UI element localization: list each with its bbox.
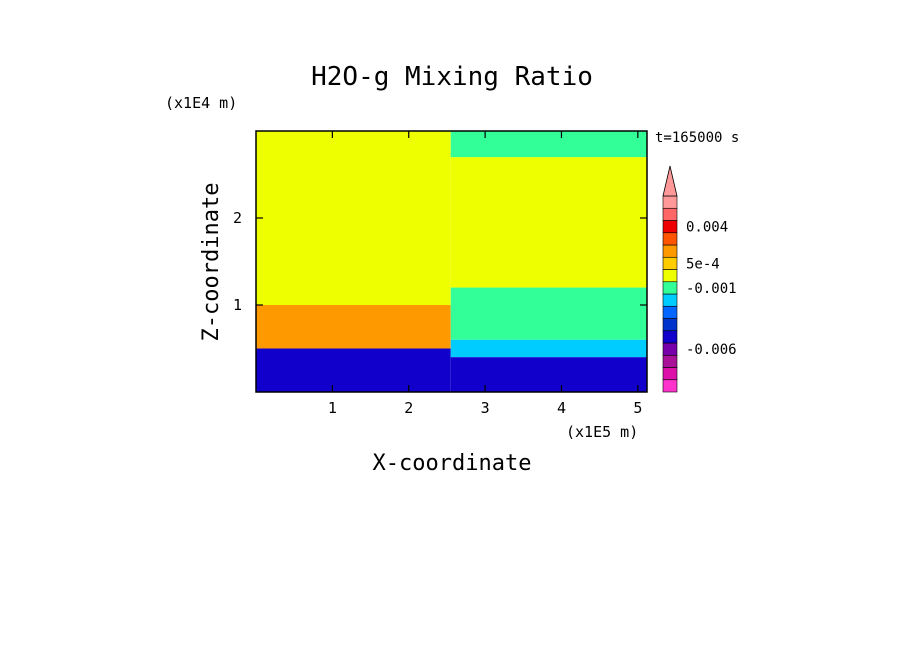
y-axis-label: Z-coordinate xyxy=(199,183,224,342)
colorbar-level xyxy=(662,342,678,356)
contour-region-left-orange-band xyxy=(256,305,451,349)
contour-region-right-green-mid xyxy=(450,287,647,340)
time-label: t=165000 s xyxy=(655,130,739,146)
x-tick-label: 3 xyxy=(481,399,490,417)
colorbar: 0.004 5e-4 -0.001 -0.006 xyxy=(662,165,737,393)
plot-frame xyxy=(255,130,648,393)
y-scale-note: (x1E4 m) xyxy=(165,94,237,112)
y-tick-label: 1 xyxy=(233,296,242,314)
colorbar-level xyxy=(662,305,678,319)
x-tick-label: 5 xyxy=(633,399,642,417)
contour-region-right-green-top xyxy=(450,131,647,158)
colorbar-level xyxy=(662,330,678,344)
contour-field xyxy=(256,131,647,392)
colorbar-level xyxy=(662,232,678,246)
colorbar-level xyxy=(662,379,678,393)
contour-region-right-cyan-layer xyxy=(450,339,647,358)
colorbar-level xyxy=(662,195,678,209)
colorbar-level xyxy=(662,367,678,381)
y-axis: 12 xyxy=(233,209,647,314)
colorbar-level xyxy=(662,244,678,258)
colorbar-label: -0.001 xyxy=(686,281,737,297)
colorbar-label: 5e-4 xyxy=(686,256,720,272)
contour-region-upper-left-uniform xyxy=(256,131,451,305)
y-tick-label: 2 xyxy=(233,209,242,227)
x-axis-label: X-coordinate xyxy=(373,451,532,476)
contour-region-right-blue-layer xyxy=(450,357,647,392)
x-axis: 1 2 3 4 5 xyxy=(328,131,642,417)
x-tick-label: 4 xyxy=(557,399,566,417)
x-tick-label: 1 xyxy=(328,399,337,417)
colorbar-level xyxy=(662,207,678,221)
colorbar-level xyxy=(662,256,678,270)
colorbar-level xyxy=(662,293,678,307)
contour-region-left-blue-layer xyxy=(256,348,451,392)
colorbar-level xyxy=(662,318,678,332)
colorbar-extend-arrow xyxy=(662,165,678,197)
colorbar-level xyxy=(662,281,678,295)
colorbar-level xyxy=(662,354,678,368)
x-scale-note: (x1E5 m) xyxy=(566,423,638,441)
colorbar-label: 0.004 xyxy=(686,220,728,236)
x-tick-label: 2 xyxy=(404,399,413,417)
chart-title: H2O-g Mixing Ratio xyxy=(311,62,593,92)
colorbar-label: -0.006 xyxy=(686,342,737,358)
colorbar-level xyxy=(662,269,678,283)
colorbar-level xyxy=(662,220,678,234)
contour-region-right-yellow-upper xyxy=(450,157,647,288)
